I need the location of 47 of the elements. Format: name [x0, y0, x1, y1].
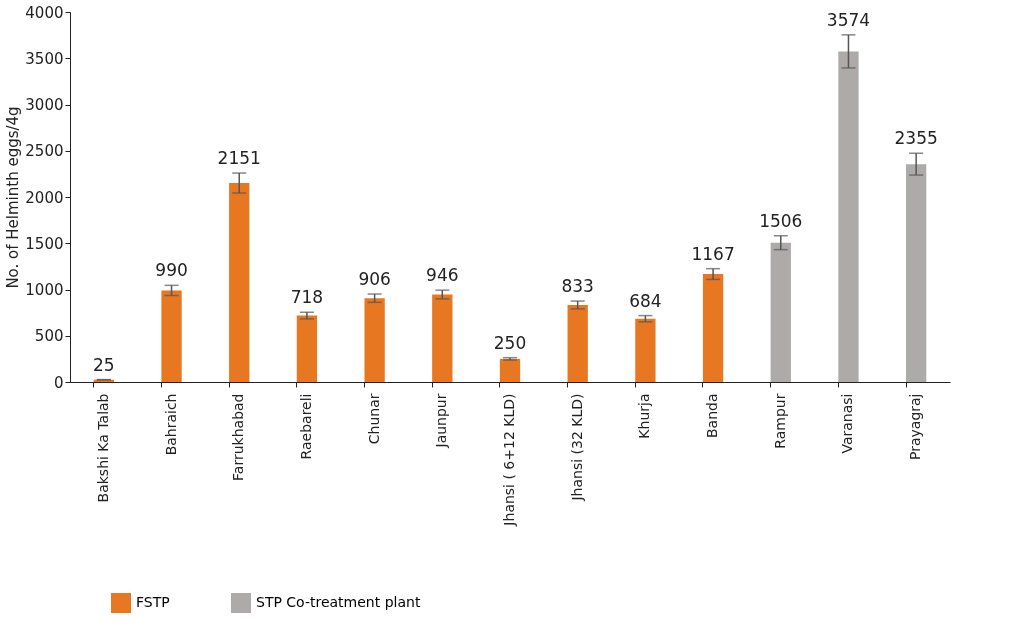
y-tick-label: 2500	[25, 142, 64, 161]
bar	[906, 164, 927, 382]
bar	[499, 358, 521, 382]
x-tick-label: Chunar	[365, 393, 382, 445]
data-label: 833	[561, 276, 594, 297]
legend-label: STP Co-treatment plant	[256, 594, 421, 610]
x-tick-label: Jhansi (32 KLD)	[568, 393, 585, 502]
x-tick-label: Jaunpur	[433, 393, 450, 449]
y-tick-label: 500	[34, 327, 64, 346]
x-tick-label: Varanasi	[839, 393, 856, 454]
x-tick-label: Farrukhabad	[230, 393, 247, 481]
y-tick-label: 3000	[25, 96, 64, 114]
data-label: 990	[155, 260, 188, 281]
y-tick-label: 1500	[25, 234, 64, 253]
data-label: 906	[358, 269, 391, 290]
data-label: 946	[426, 265, 459, 286]
x-tick-label: Jhansi ( 6+12 KLD)	[501, 393, 517, 527]
y-tick-label: 4000	[25, 3, 64, 22]
bar	[770, 242, 791, 382]
data-label: 25	[93, 354, 115, 375]
data-label: 718	[290, 287, 324, 308]
data-label: 3574	[826, 9, 871, 30]
x-tick-label: Rampur	[771, 393, 788, 449]
data-label: 1506	[759, 210, 803, 231]
data-label: 1167	[691, 243, 735, 264]
x-tick-label: Bahraich	[162, 393, 179, 456]
bar	[364, 298, 385, 382]
bar	[838, 51, 859, 382]
bar	[229, 183, 250, 382]
y-tick-label: 1000	[25, 281, 64, 299]
x-tick-label: Khurja	[636, 393, 653, 439]
y-tick-label: 0	[53, 373, 64, 392]
y-tick-label: 3500	[25, 49, 64, 68]
legend-label: FSTP	[136, 594, 170, 610]
x-tick-label: Raebareli	[297, 393, 314, 460]
data-label: 684	[629, 290, 662, 311]
data-label: 2151	[217, 148, 261, 169]
data-label: 250	[493, 332, 527, 353]
x-tick-label: Prayagraj	[907, 393, 924, 461]
y-tick-label: 2000	[25, 188, 64, 207]
x-tick-label: Banda	[704, 393, 721, 439]
bar	[432, 294, 453, 382]
bar	[702, 274, 724, 382]
y-axis-title: No. of Helminth eggs/4g	[4, 106, 23, 289]
bar	[161, 290, 182, 382]
data-label: 2355	[894, 128, 938, 149]
x-tick-label: Bakshi Ka Talab	[94, 393, 111, 503]
